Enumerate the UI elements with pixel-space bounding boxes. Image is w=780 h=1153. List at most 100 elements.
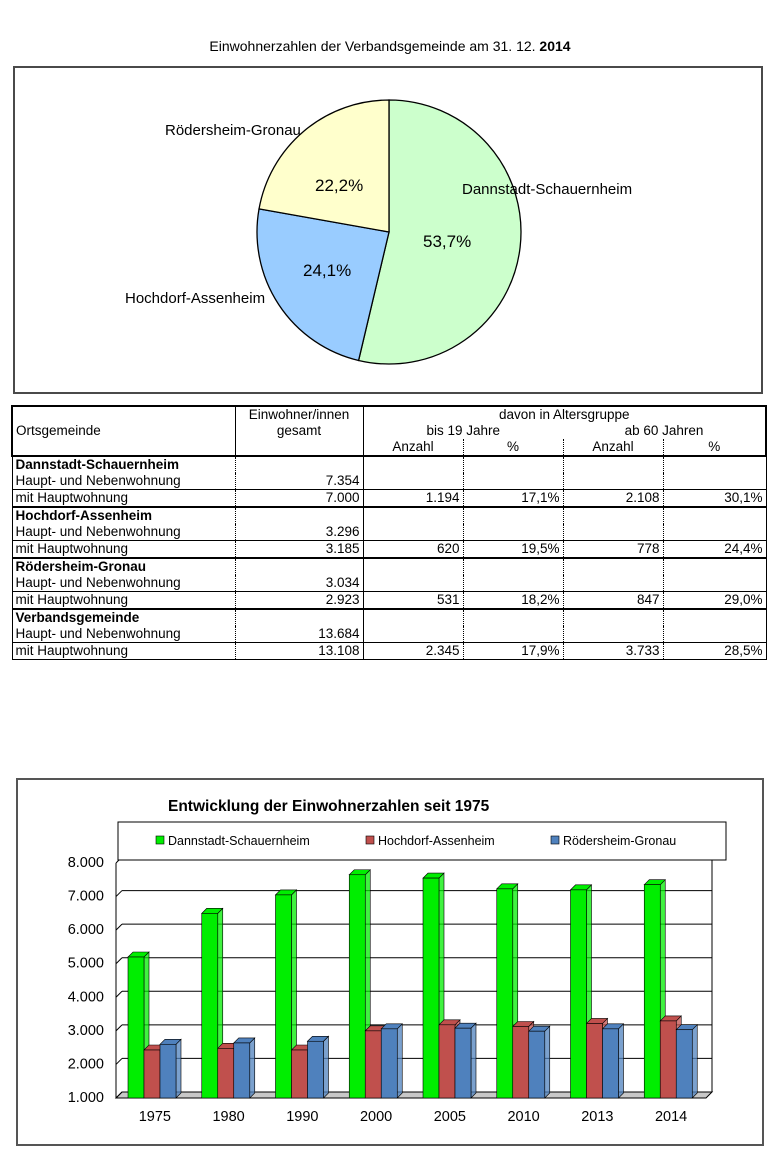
gridline-diag	[115, 923, 123, 931]
total-cell	[235, 558, 364, 575]
legend-swatch-0	[155, 835, 165, 845]
table-row: Haupt- und Nebenwohnung 7.354	[11, 473, 767, 490]
total-cell	[235, 507, 364, 524]
bar-2-6	[601, 1023, 625, 1099]
value-cell-ab60_n	[563, 626, 664, 643]
row-label: Hochdorf-Assenheim	[11, 507, 236, 524]
value-cell-bis19_n	[363, 456, 464, 473]
y-tick-label: 3.000	[68, 1023, 104, 1039]
total-cell: 13.108	[235, 642, 364, 660]
total-cell: 7.000	[235, 489, 364, 508]
value-cell-bis19_p: 19,5%	[463, 540, 564, 559]
total-cell: 7.354	[235, 473, 364, 490]
y-tick-label: 6.000	[68, 922, 104, 938]
header-ortsgemeinde: Ortsgemeinde	[11, 423, 235, 439]
legend-label-0: Dannstadt-Schauernheim	[168, 834, 310, 848]
chart-legend: Dannstadt-Schauernheim Hochdorf-Assenheim…	[117, 821, 727, 861]
header-gesamt: gesamt	[234, 423, 364, 439]
value-cell-ab60_n	[563, 507, 664, 524]
pie-title-text: Einwohnerzahlen der Verbandsgemeinde am …	[209, 38, 536, 54]
table-row: Haupt- und Nebenwohnung 13.684	[11, 626, 767, 643]
row-label: Haupt- und Nebenwohnung	[11, 473, 236, 490]
row-label: Haupt- und Nebenwohnung	[11, 626, 236, 643]
row-label: Dannstadt-Schauernheim	[11, 456, 236, 473]
value-cell-ab60_n	[563, 575, 664, 592]
value-cell-ab60_n	[563, 524, 664, 541]
bar-svg: Entwicklung der Einwohnerzahlen seit 197…	[68, 798, 727, 1125]
value-cell-ab60_n: 2.108	[563, 489, 664, 508]
value-cell-ab60_p	[663, 609, 767, 626]
value-cell-ab60_p	[663, 575, 767, 592]
pie-slice-1	[256, 208, 390, 362]
row-label: mit Hauptwohnung	[11, 489, 236, 508]
y-tick-label: 4.000	[68, 989, 104, 1005]
x-tick-label: 2014	[655, 1109, 687, 1125]
value-cell-bis19_n: 531	[363, 591, 464, 610]
value-cell-bis19_p	[463, 626, 564, 643]
total-cell: 3.296	[235, 524, 364, 541]
pie-pct-roedersheim: 22,2%	[315, 176, 364, 195]
value-cell-ab60_p	[663, 473, 767, 490]
value-cell-bis19_n	[363, 473, 464, 490]
value-cell-ab60_p	[663, 456, 767, 473]
pie-chart-title: Einwohnerzahlen der Verbandsgemeinde am …	[0, 38, 780, 54]
pie-pct-dannstadt: 53,7%	[423, 232, 472, 251]
value-cell-bis19_n	[363, 558, 464, 575]
value-cell-bis19_p	[463, 558, 564, 575]
value-cell-bis19_p	[463, 609, 564, 626]
bar-2-2	[306, 1035, 330, 1099]
y-tick-label: 1.000	[68, 1090, 104, 1106]
bar-2-0	[159, 1038, 182, 1099]
pie-title-year: 2014	[539, 38, 571, 54]
pie-pct-hochdorf: 24,1%	[303, 261, 352, 280]
gridline-diag	[115, 890, 123, 897]
value-cell-ab60_n	[563, 456, 664, 473]
bar-2-3	[380, 1023, 403, 1099]
pie-svg	[256, 99, 522, 365]
header-anzahl-bis19: Anzahl	[363, 439, 464, 457]
value-cell-ab60_p	[663, 626, 767, 643]
value-cell-bis19_n: 1.194	[363, 489, 464, 508]
header-bis19: bis 19 Jahre	[426, 423, 501, 438]
value-cell-bis19_p	[463, 456, 564, 473]
x-tick-label: 2013	[581, 1109, 613, 1125]
table-row: mit Hauptwohnung 3.185 620 19,5% 778 24,4%	[11, 540, 767, 559]
value-cell-bis19_p	[463, 575, 564, 592]
value-cell-ab60_p	[663, 558, 767, 575]
row-label: mit Hauptwohnung	[11, 591, 236, 610]
bar-2-1	[233, 1037, 256, 1099]
row-label: Haupt- und Nebenwohnung	[11, 575, 236, 592]
table-row: Haupt- und Nebenwohnung 3.296	[11, 524, 767, 541]
table-row: Haupt- und Nebenwohnung 3.034	[11, 575, 767, 592]
x-tick-label: 1975	[139, 1109, 171, 1125]
header-davon: davon in Altersgruppe	[363, 405, 768, 423]
row-label: Verbandsgemeinde	[11, 609, 236, 626]
value-cell-ab60_n	[563, 609, 664, 626]
value-cell-ab60_n	[563, 473, 664, 490]
bar-2-5	[528, 1025, 551, 1099]
value-cell-ab60_p: 24,4%	[663, 540, 767, 559]
x-tick-label: 1980	[212, 1109, 244, 1125]
table-body: Dannstadt-Schauernheim Haupt- und Nebenwo…	[11, 456, 767, 660]
value-cell-ab60_n: 847	[563, 591, 664, 610]
pie-slice-2	[258, 99, 390, 233]
value-cell-bis19_n	[363, 507, 464, 524]
gridline-diag	[115, 1024, 123, 1032]
legend-label-2: Rödersheim-Gronau	[563, 834, 676, 848]
value-cell-bis19_n	[363, 626, 464, 643]
x-tick-label: 1990	[286, 1109, 318, 1125]
table-row: mit Hauptwohnung 7.000 1.194 17,1% 2.108 30,1…	[11, 489, 767, 508]
table-row: mit Hauptwohnung 13.108 2.345 17,9% 3.733 28,…	[11, 642, 767, 660]
gridline-diag	[115, 1058, 123, 1065]
header-anzahl-ab60: Anzahl	[563, 439, 664, 457]
table-row: Dannstadt-Schauernheim	[11, 456, 767, 473]
bar-2-7	[675, 1023, 698, 1099]
pie-slice-0	[357, 99, 522, 365]
header-pct-bis19: %	[463, 439, 564, 457]
header-pct-ab60: %	[663, 439, 768, 457]
value-cell-bis19_p: 18,2%	[463, 591, 564, 610]
pie-label-dannstadt: Dannstadt-Schauernheim	[462, 181, 633, 198]
table-header-row-1: Einwohner/innen davon in Altersgruppe	[11, 405, 768, 423]
value-cell-bis19_p	[463, 507, 564, 524]
table-header-row-3: Anzahl % Anzahl %	[11, 439, 768, 457]
